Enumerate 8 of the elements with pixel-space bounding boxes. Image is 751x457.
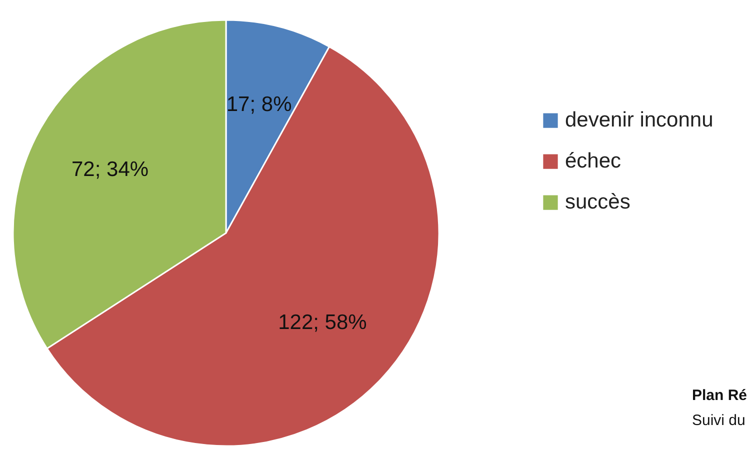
text: Suivi du [692,412,746,429]
legend-label: devenir inconnu [565,108,714,132]
data-label: 17; 8% [226,93,292,116]
legend-label: échec [565,150,622,172]
text: Plan Ré [692,387,748,404]
legend-label: succès [565,190,630,214]
data-label: 72; 34% [72,158,149,181]
data-label: 122; 58% [278,311,367,334]
